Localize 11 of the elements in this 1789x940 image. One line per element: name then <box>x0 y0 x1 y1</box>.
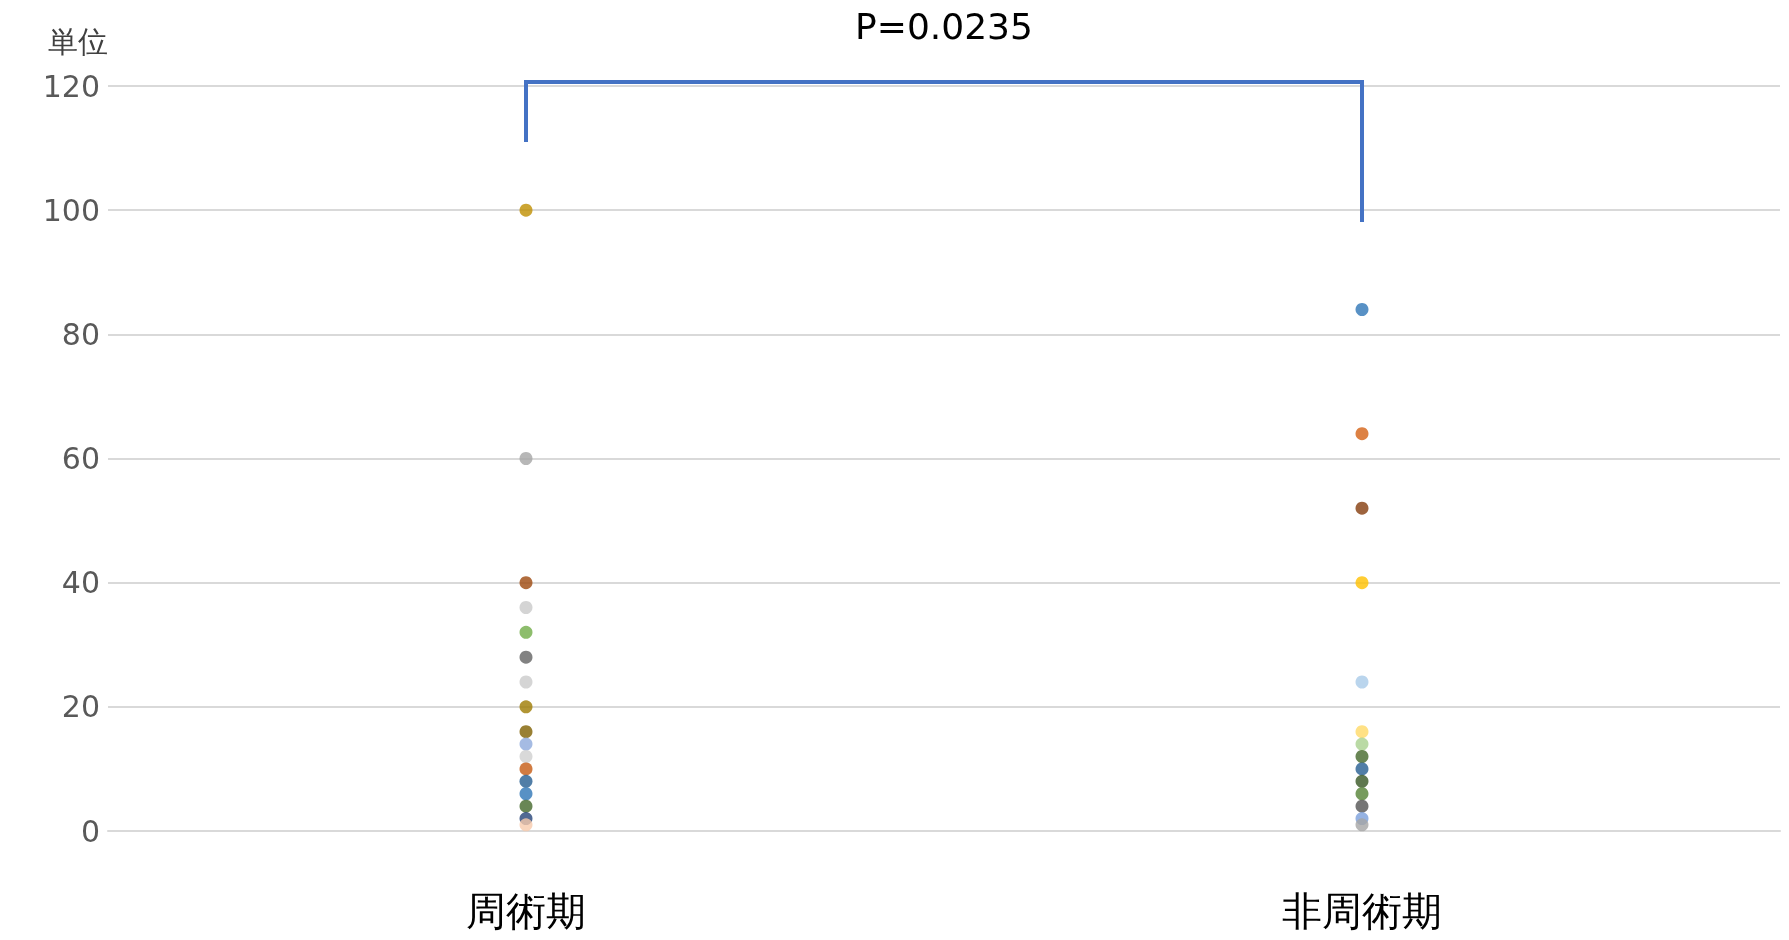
y-tick-label: 80 <box>61 316 100 352</box>
y-axis-title: 単位 <box>48 23 108 59</box>
x-tick-label: 非周術期 <box>1282 888 1442 934</box>
y-tick-label: 20 <box>61 689 100 725</box>
text: P=0.0235 <box>854 6 1034 47</box>
x-tick-label: 周術期 <box>466 888 586 934</box>
y-tick-label: 40 <box>61 565 100 601</box>
y-tick-label: 0 <box>80 813 100 849</box>
y-tick-label: 100 <box>42 192 100 228</box>
y-tick-label: 120 <box>42 68 100 104</box>
y-tick-label: 60 <box>61 441 100 476</box>
